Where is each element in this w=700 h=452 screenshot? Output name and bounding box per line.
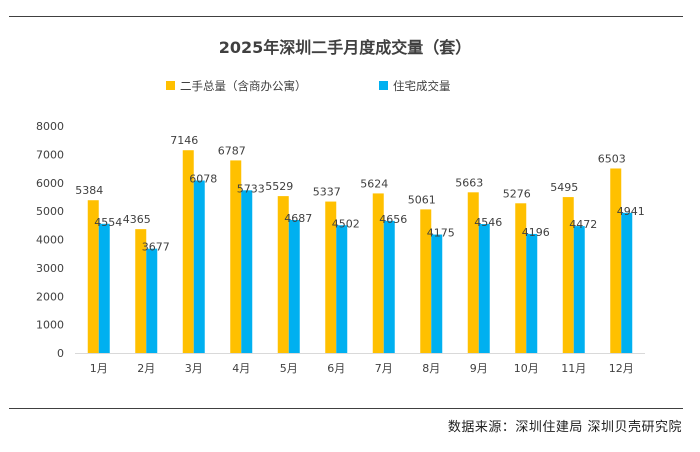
x-tick-label: 10月: [514, 362, 539, 375]
source-note: 数据来源：深圳住建局 深圳贝壳研究院: [447, 420, 682, 435]
bar-residential: [526, 233, 538, 353]
legend-swatch-total: [166, 81, 175, 90]
bar-residential: [146, 248, 158, 353]
data-label-total: 5337: [313, 186, 341, 199]
y-tick-label: 5000: [36, 205, 64, 218]
bar-total: [420, 209, 432, 353]
data-label-residential: 5733: [237, 182, 265, 195]
x-tick-label: 7月: [375, 362, 393, 375]
x-tick-label: 6月: [327, 362, 345, 375]
x-tick-label: 9月: [470, 362, 488, 375]
y-tick-label: 3000: [36, 262, 64, 275]
data-label-total: 5276: [503, 187, 531, 200]
data-label-total: 5384: [75, 184, 103, 197]
y-tick-label: 6000: [36, 177, 64, 190]
bar-total: [87, 200, 99, 353]
top-rule: [9, 16, 683, 17]
bar-total: [325, 201, 337, 353]
data-label-total: 6503: [598, 152, 626, 165]
bar-total: [562, 197, 574, 353]
data-label-total: 5529: [265, 180, 293, 193]
bar-residential: [621, 212, 633, 353]
x-tick-label: 12月: [609, 362, 634, 375]
bar-residential: [336, 225, 348, 353]
x-tick-label: 4月: [232, 362, 250, 375]
y-axis: 0 1000 2000 3000 4000 5000 6000 7000 8000: [36, 120, 64, 360]
data-label-residential: 4196: [522, 226, 550, 239]
x-tick-label: 1月: [90, 362, 108, 375]
x-tick-label: 3月: [185, 362, 203, 375]
legend: 二手总量（含商办公寓） 住宅成交量: [166, 79, 451, 93]
x-tick-label: 8月: [422, 362, 440, 375]
chart-title: 2025年深圳二手月度成交量（套）: [219, 38, 472, 57]
y-tick-label: 1000: [36, 319, 64, 332]
bar-residential: [431, 234, 443, 353]
bar-total: [515, 203, 527, 353]
data-label-residential: 4175: [427, 227, 455, 240]
x-tick-label: 11月: [561, 362, 586, 375]
y-tick-label: 2000: [36, 290, 64, 303]
data-label-residential: 4687: [284, 212, 312, 225]
data-label-residential: 4472: [569, 218, 597, 231]
bar-residential: [478, 224, 490, 353]
data-label-total: 7146: [170, 134, 198, 147]
bar-total: [230, 160, 242, 353]
data-label-residential: 4941: [617, 205, 645, 218]
bar-residential: [193, 180, 205, 353]
legend-label-total: 二手总量（含商办公寓）: [180, 79, 307, 93]
data-label-total: 6787: [218, 144, 246, 157]
bottom-rule: [9, 408, 683, 409]
y-tick-label: 7000: [36, 148, 64, 161]
data-label-residential: 4502: [332, 217, 360, 230]
y-tick-label: 4000: [36, 234, 64, 247]
data-label-total: 5624: [360, 177, 388, 190]
data-label-total: 5663: [455, 176, 483, 189]
bar-residential: [288, 220, 300, 353]
data-label-residential: 4656: [379, 213, 407, 226]
data-label-residential: 4546: [474, 216, 502, 229]
data-label-total: 5495: [550, 181, 578, 194]
data-label-total: 4365: [123, 213, 151, 226]
bar-residential: [383, 220, 395, 353]
bars: 5384 4554 4365 3677 7146 6078 6787 5733 5529 4687…: [75, 134, 645, 353]
x-axis: 1月 2月 3月 4月 5月 6月 7月 8月 9月 10月 11月 12月: [90, 362, 634, 375]
bar-total: [277, 196, 289, 353]
bar-total: [467, 192, 479, 353]
bar-residential: [98, 223, 110, 353]
bar-total: [182, 150, 194, 353]
x-tick-label: 5月: [280, 362, 298, 375]
bar-residential: [573, 226, 585, 353]
bar-total: [372, 193, 384, 353]
bar-residential: [241, 190, 253, 353]
legend-label-residential: 住宅成交量: [393, 79, 451, 93]
y-tick-label: 8000: [36, 120, 64, 133]
y-tick-label: 0: [57, 347, 64, 360]
data-label-residential: 3677: [142, 241, 170, 254]
data-label-residential: 4554: [94, 216, 122, 229]
data-label-residential: 6078: [189, 173, 217, 186]
bar-total: [610, 168, 622, 353]
bar-total: [135, 229, 147, 353]
legend-swatch-residential: [379, 81, 388, 90]
x-tick-label: 2月: [137, 362, 155, 375]
data-label-total: 5061: [408, 193, 436, 206]
